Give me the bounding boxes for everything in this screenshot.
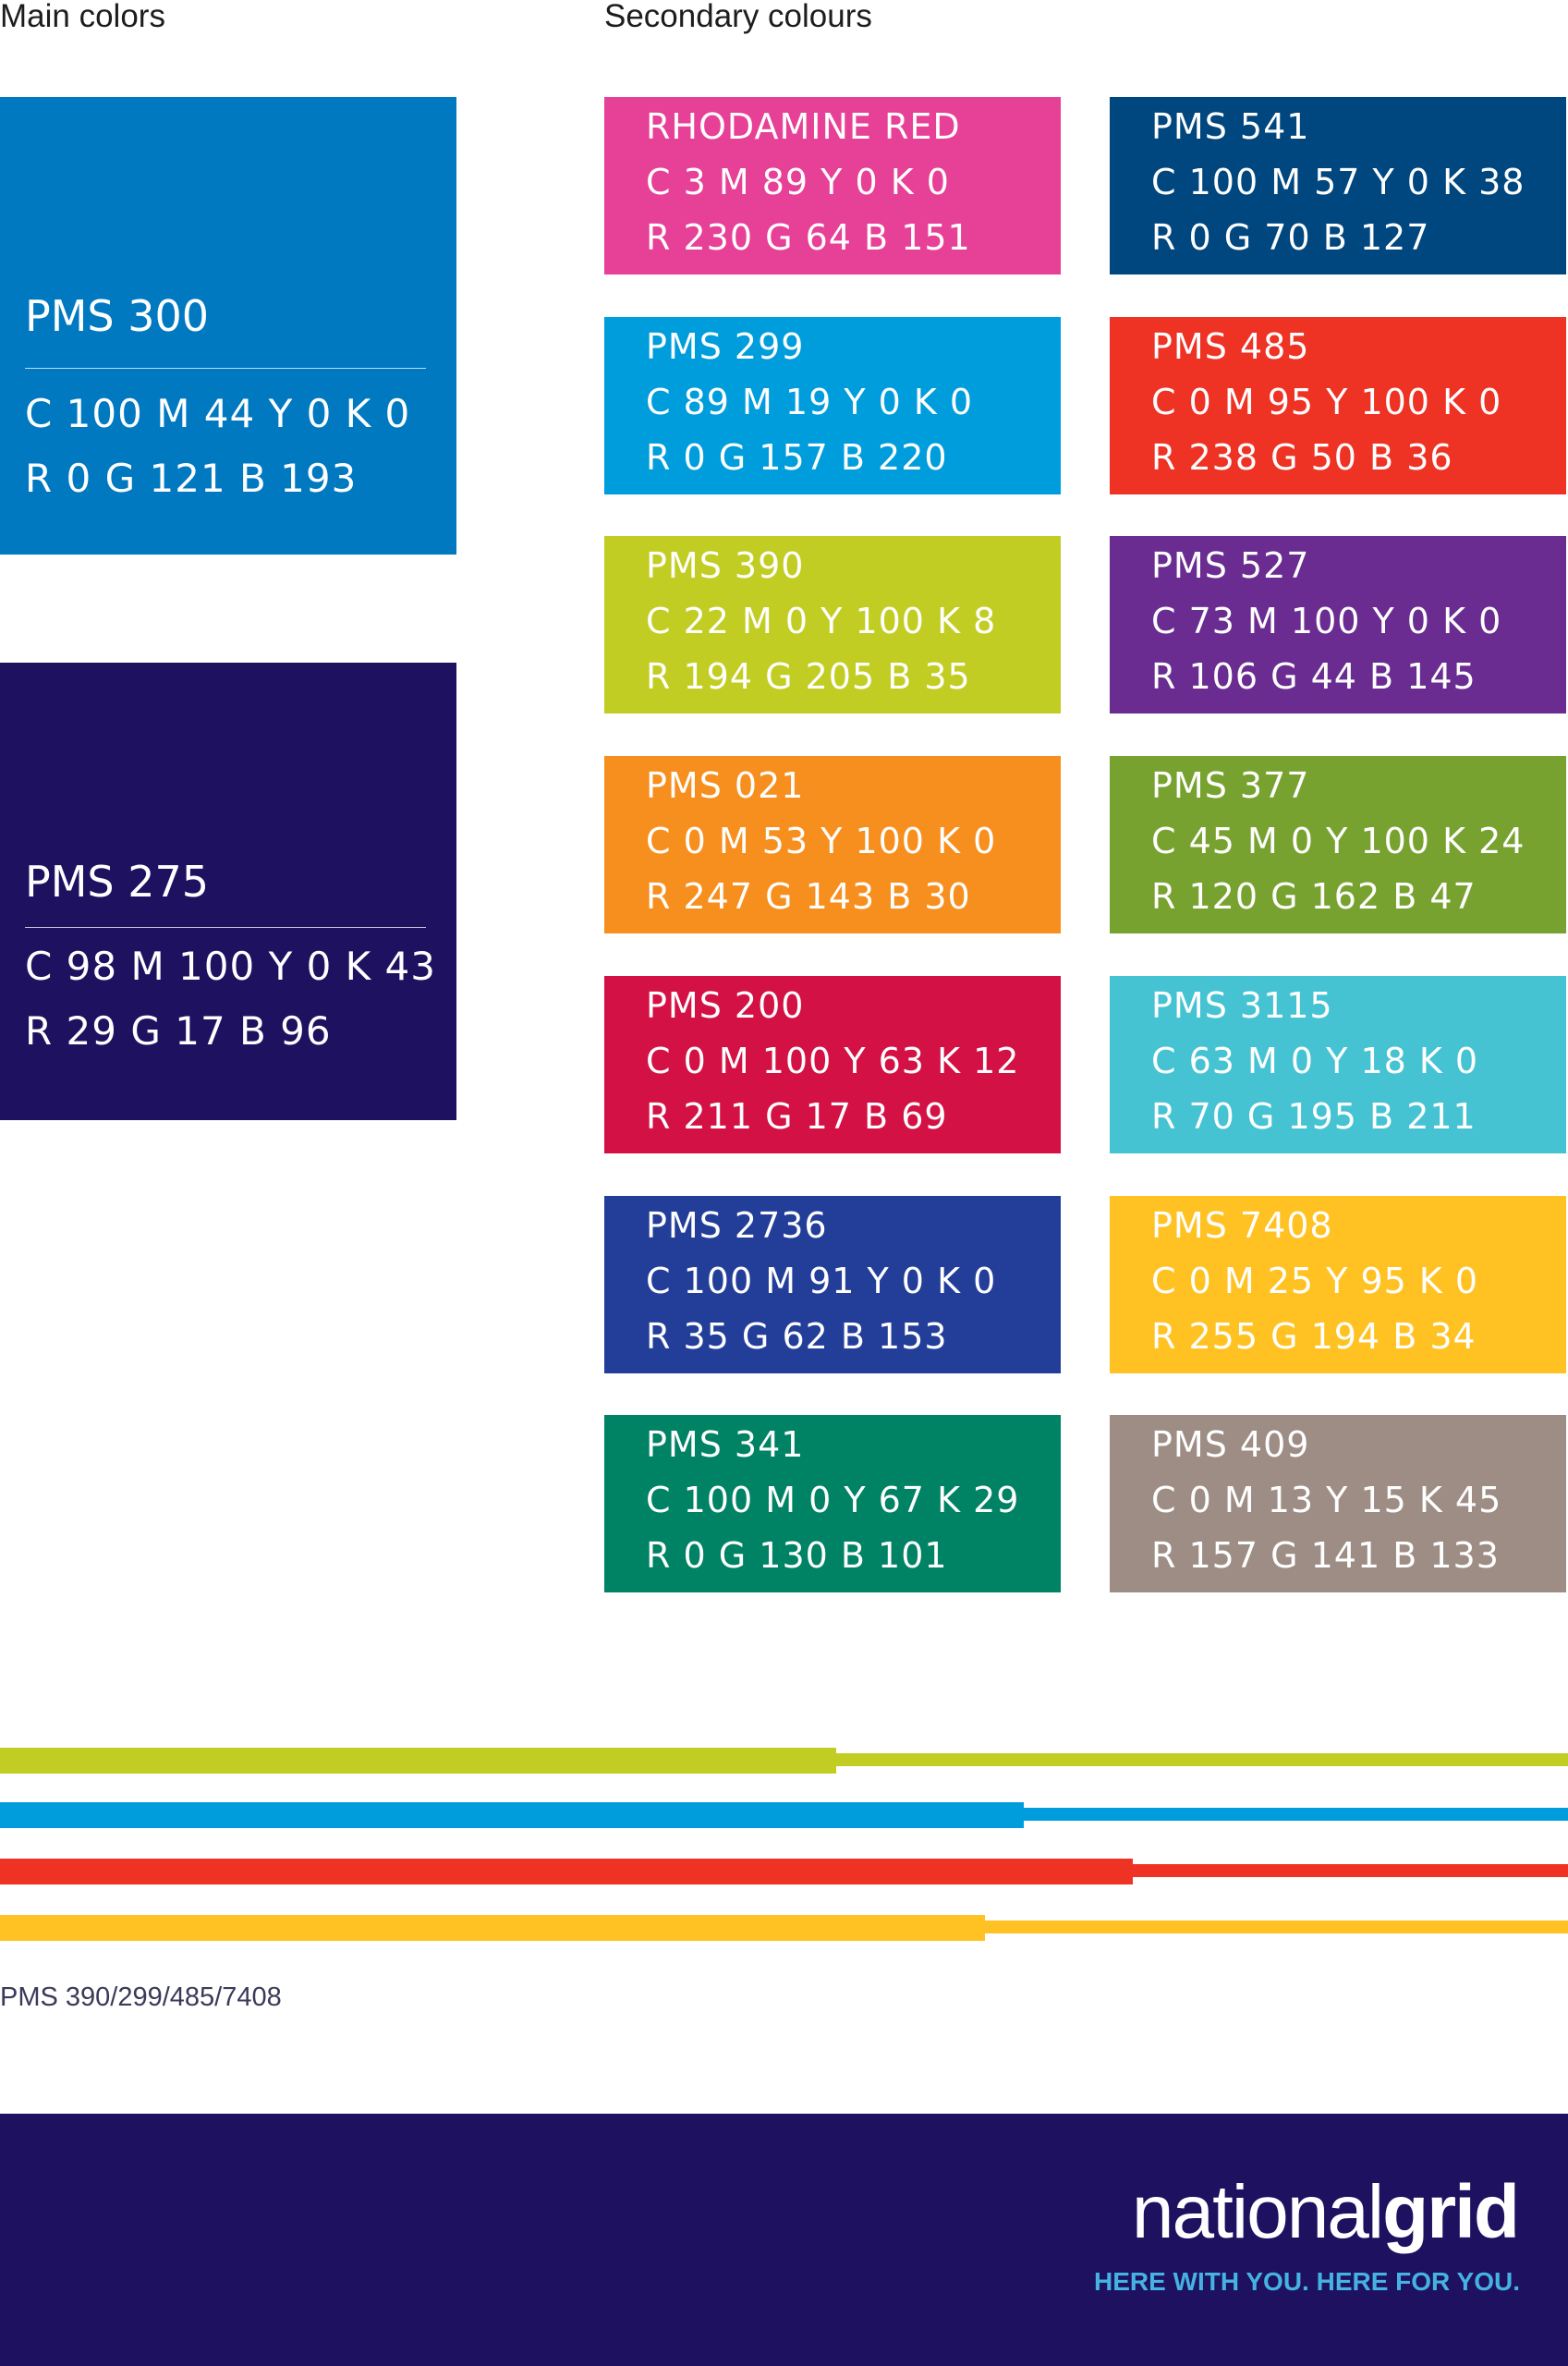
swatch-cmyk: C 98 M 100 Y 0 K 43 <box>25 944 436 989</box>
swatch-name: PMS 2736 <box>646 1205 828 1246</box>
secondary-swatch-pms-2736: PMS 2736 C 100 M 91 Y 0 K 0 R 35 G 62 B 15… <box>604 1196 1061 1373</box>
secondary-colours-heading: Secondary colours <box>604 0 872 34</box>
swatch-divider <box>25 368 426 369</box>
swatch-pms-label: PMS 300 <box>25 291 210 341</box>
swatch-name: PMS 390 <box>646 545 805 586</box>
swatch-name: PMS 377 <box>1151 765 1310 806</box>
secondary-swatch-pms-3115: PMS 3115 C 63 M 0 Y 18 K 0 R 70 G 195 B 21… <box>1110 976 1566 1153</box>
main-colors-heading: Main colors <box>0 0 165 34</box>
swatch-name: PMS 541 <box>1151 106 1310 147</box>
swatch-divider <box>25 927 426 928</box>
secondary-swatch-rhodamine-red: RHODAMINE RED C 3 M 89 Y 0 K 0 R 230 G 64 … <box>604 97 1061 274</box>
swatch-name: PMS 485 <box>1151 326 1310 367</box>
swatch-cmyk: C 100 M 57 Y 0 K 38 <box>1151 162 1525 202</box>
swatch-cmyk: C 0 M 100 Y 63 K 12 <box>646 1041 1020 1081</box>
swatch-rgb: R 0 G 121 B 193 <box>25 456 358 501</box>
swatch-name: PMS 021 <box>646 765 805 806</box>
swatch-cmyk: C 22 M 0 Y 100 K 8 <box>646 601 997 641</box>
swatch-cmyk: C 0 M 25 Y 95 K 0 <box>1151 1261 1479 1301</box>
swatch-rgb: R 120 G 162 B 47 <box>1151 876 1477 917</box>
logo-word-national: national <box>1131 2170 1384 2254</box>
secondary-swatch-pms-527: PMS 527 C 73 M 100 Y 0 K 0 R 106 G 44 B 14… <box>1110 536 1566 713</box>
swatch-name: PMS 3115 <box>1151 985 1333 1026</box>
swatch-name: PMS 409 <box>1151 1424 1310 1465</box>
secondary-swatch-pms-485: PMS 485 C 0 M 95 Y 100 K 0 R 238 G 50 B 36 <box>1110 317 1566 494</box>
swatch-name: PMS 7408 <box>1151 1205 1333 1246</box>
stripe-thin <box>1133 1864 1568 1877</box>
tagline: HERE WITH YOU. HERE FOR YOU. <box>1093 2267 1520 2296</box>
secondary-swatch-pms-541: PMS 541 C 100 M 57 Y 0 K 38 R 0 G 70 B 127 <box>1110 97 1566 274</box>
main-swatch-pms-300: PMS 300 C 100 M 44 Y 0 K 0 R 0 G 121 B 1… <box>0 97 456 555</box>
swatch-rgb: R 247 G 143 B 30 <box>646 876 971 917</box>
swatch-rgb: R 238 G 50 B 36 <box>1151 437 1453 478</box>
stripe-thick <box>0 1748 836 1774</box>
footer-banner: nationalgrid HERE WITH YOU. HERE FOR YOU… <box>0 2114 1568 2366</box>
swatch-rgb: R 0 G 130 B 101 <box>646 1535 948 1576</box>
main-swatch-pms-275: PMS 275 C 98 M 100 Y 0 K 43 R 29 G 17 B … <box>0 663 456 1120</box>
swatch-cmyk: C 0 M 53 Y 100 K 0 <box>646 821 997 861</box>
swatch-rgb: R 230 G 64 B 151 <box>646 217 971 258</box>
swatch-rgb: R 194 G 205 B 35 <box>646 656 971 697</box>
swatch-pms-label: PMS 275 <box>25 857 210 907</box>
swatch-cmyk: C 45 M 0 Y 100 K 24 <box>1151 821 1525 861</box>
stripe-thick <box>0 1859 1133 1884</box>
stripe-caption: PMS 390/299/485/7408 <box>0 1982 282 2012</box>
stripe-thin <box>985 1921 1568 1933</box>
swatch-rgb: R 106 G 44 B 145 <box>1151 656 1477 697</box>
swatch-rgb: R 29 G 17 B 96 <box>25 1008 332 1054</box>
swatch-cmyk: C 0 M 13 Y 15 K 45 <box>1151 1480 1502 1520</box>
secondary-swatch-pms-7408: PMS 7408 C 0 M 25 Y 95 K 0 R 255 G 194 B 3… <box>1110 1196 1566 1373</box>
swatch-rgb: R 0 G 70 B 127 <box>1151 217 1430 258</box>
swatch-cmyk: C 89 M 19 Y 0 K 0 <box>646 382 974 422</box>
swatch-cmyk: C 100 M 44 Y 0 K 0 <box>25 391 411 436</box>
swatch-name: PMS 200 <box>646 985 805 1026</box>
swatch-rgb: R 211 G 17 B 69 <box>646 1096 948 1137</box>
swatch-name: PMS 527 <box>1151 545 1310 586</box>
swatch-cmyk: C 63 M 0 Y 18 K 0 <box>1151 1041 1479 1081</box>
secondary-swatch-pms-299: PMS 299 C 89 M 19 Y 0 K 0 R 0 G 157 B 220 <box>604 317 1061 494</box>
national-grid-logo: nationalgrid <box>1131 2169 1520 2256</box>
stripe-thin <box>836 1753 1568 1766</box>
swatch-cmyk: C 100 M 0 Y 67 K 29 <box>646 1480 1020 1520</box>
swatch-name: RHODAMINE RED <box>646 106 961 147</box>
logo-word-grid: grid <box>1382 2170 1520 2254</box>
swatch-name: PMS 341 <box>646 1424 805 1465</box>
swatch-name: PMS 299 <box>646 326 805 367</box>
secondary-swatch-pms-377: PMS 377 C 45 M 0 Y 100 K 24 R 120 G 162 B … <box>1110 756 1566 933</box>
swatch-cmyk: C 0 M 95 Y 100 K 0 <box>1151 382 1502 422</box>
secondary-swatch-pms-341: PMS 341 C 100 M 0 Y 67 K 29 R 0 G 130 B 10… <box>604 1415 1061 1592</box>
stripe-thick <box>0 1915 985 1941</box>
swatch-rgb: R 35 G 62 B 153 <box>646 1316 948 1357</box>
swatch-rgb: R 255 G 194 B 34 <box>1151 1316 1477 1357</box>
swatch-cmyk: C 73 M 100 Y 0 K 0 <box>1151 601 1502 641</box>
swatch-rgb: R 157 G 141 B 133 <box>1151 1535 1500 1576</box>
secondary-swatch-pms-200: PMS 200 C 0 M 100 Y 63 K 12 R 211 G 17 B 6… <box>604 976 1061 1153</box>
swatch-rgb: R 70 G 195 B 211 <box>1151 1096 1477 1137</box>
swatch-cmyk: C 3 M 89 Y 0 K 0 <box>646 162 950 202</box>
stripe-thin <box>1024 1808 1568 1821</box>
stripe-thick <box>0 1802 1024 1828</box>
swatch-rgb: R 0 G 157 B 220 <box>646 437 948 478</box>
secondary-swatch-pms-409: PMS 409 C 0 M 13 Y 15 K 45 R 157 G 141 B 1… <box>1110 1415 1566 1592</box>
secondary-swatch-pms-390: PMS 390 C 22 M 0 Y 100 K 8 R 194 G 205 B 3… <box>604 536 1061 713</box>
swatch-cmyk: C 100 M 91 Y 0 K 0 <box>646 1261 997 1301</box>
secondary-swatch-pms-021: PMS 021 C 0 M 53 Y 100 K 0 R 247 G 143 B 3… <box>604 756 1061 933</box>
